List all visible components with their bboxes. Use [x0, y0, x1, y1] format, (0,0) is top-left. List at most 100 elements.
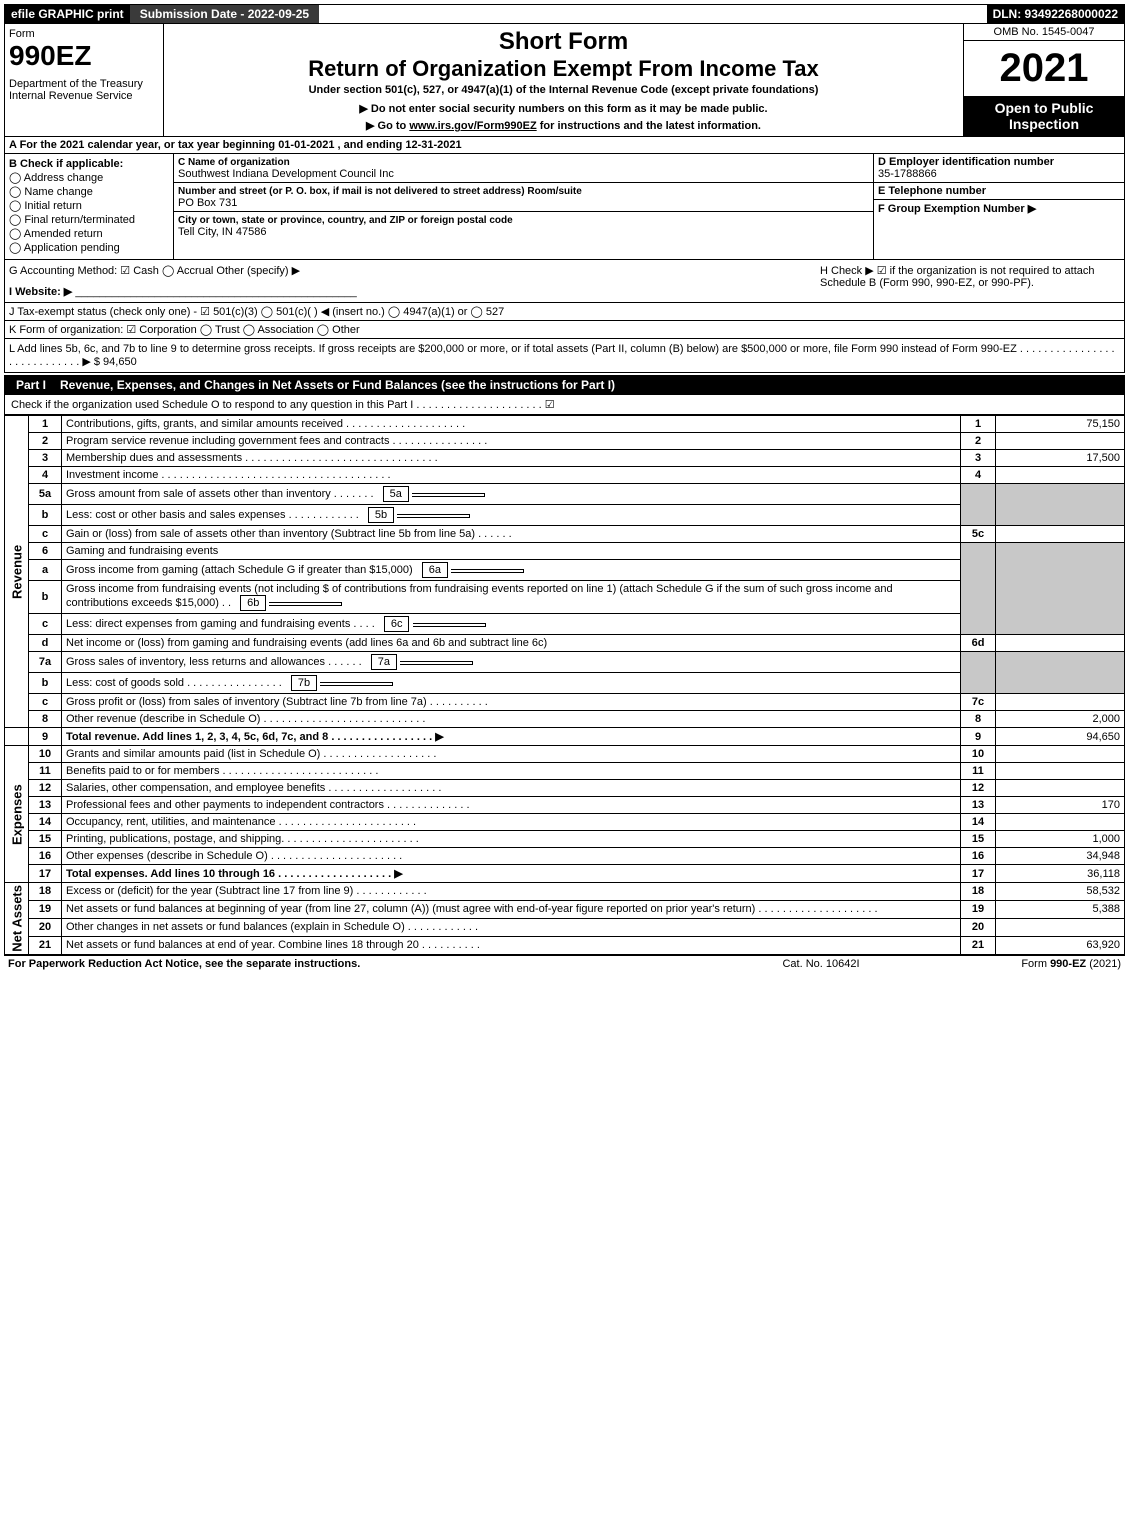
ln21-desc: Net assets or fund balances at end of ye…: [62, 936, 961, 954]
ln7c-rnum: 7c: [961, 694, 996, 711]
ln7b-num: b: [29, 673, 62, 694]
ln8-desc: Other revenue (describe in Schedule O) .…: [62, 711, 961, 728]
org-street: PO Box 731: [178, 197, 237, 209]
ln3-rnum: 3: [961, 450, 996, 467]
ln7a-num: 7a: [29, 652, 62, 673]
ln19-rnum: 19: [961, 900, 996, 918]
ln5b-desc: Less: cost or other basis and sales expe…: [62, 505, 961, 526]
ln5b-sub: 5b: [368, 507, 394, 523]
ln21-rnum: 21: [961, 936, 996, 954]
ln6b-desc: Gross income from fundraising events (no…: [62, 581, 961, 614]
subtitle-1: Under section 501(c), 527, or 4947(a)(1)…: [168, 84, 959, 96]
ln5a-num: 5a: [29, 484, 62, 505]
ln6a-sub: 6a: [422, 562, 448, 578]
subtitle-3: ▶ Go to www.irs.gov/Form990EZ for instru…: [168, 119, 959, 132]
ln11-desc: Benefits paid to or for members . . . . …: [62, 763, 961, 780]
ln20-num: 20: [29, 918, 62, 936]
ln14-desc: Occupancy, rent, utilities, and maintena…: [62, 814, 961, 831]
ln17-desc: Total expenses. Add lines 10 through 16 …: [62, 865, 961, 883]
footer-right: Form 990-EZ (2021): [921, 958, 1121, 970]
ln19-amt: 5,388: [996, 900, 1125, 918]
ln9-amt: 94,650: [996, 728, 1125, 746]
submission-date: Submission Date - 2022-09-25: [130, 5, 319, 23]
c-street-label: Number and street (or P. O. box, if mail…: [178, 186, 582, 197]
chk-amended-return[interactable]: ◯ Amended return: [9, 227, 169, 240]
ln2-num: 2: [29, 433, 62, 450]
ln11-num: 11: [29, 763, 62, 780]
ln13-desc: Professional fees and other payments to …: [62, 797, 961, 814]
ln19-num: 19: [29, 900, 62, 918]
chk-address-change[interactable]: ◯ Address change: [9, 171, 169, 184]
ln10-rnum: 10: [961, 746, 996, 763]
ln17-amt: 36,118: [996, 865, 1125, 883]
chk-name-change[interactable]: ◯ Name change: [9, 185, 169, 198]
part-1-check: Check if the organization used Schedule …: [4, 395, 1125, 415]
side-revenue: Revenue: [5, 416, 29, 728]
side-netassets: Net Assets: [5, 883, 29, 955]
g-accounting: G Accounting Method: ☑ Cash ◯ Accrual Ot…: [9, 264, 820, 277]
department: Department of the Treasury Internal Reve…: [9, 78, 159, 102]
ln6c-desc: Less: direct expenses from gaming and fu…: [62, 614, 961, 635]
l-value: 94,650: [103, 356, 137, 368]
grey-6-amt: [996, 543, 1125, 635]
ln6-desc: Gaming and fundraising events: [62, 543, 961, 560]
ln10-amt: [996, 746, 1125, 763]
h-check: H Check ▶ ☑ if the organization is not r…: [820, 264, 1120, 298]
ln12-desc: Salaries, other compensation, and employ…: [62, 780, 961, 797]
ln3-amt: 17,500: [996, 450, 1125, 467]
ln8-rnum: 8: [961, 711, 996, 728]
omb-number: OMB No. 1545-0047: [964, 24, 1124, 41]
ln5a-desc: Gross amount from sale of assets other t…: [62, 484, 961, 505]
footer-left: For Paperwork Reduction Act Notice, see …: [8, 958, 721, 970]
header-left: Form 990EZ Department of the Treasury In…: [5, 24, 164, 136]
tax-year: 2021: [964, 41, 1124, 96]
ln9-num: 9: [29, 728, 62, 746]
i-website: I Website: ▶ ___________________________…: [9, 285, 820, 298]
irs-link[interactable]: www.irs.gov/Form990EZ: [409, 120, 536, 132]
ln15-rnum: 15: [961, 831, 996, 848]
ln1-num: 1: [29, 416, 62, 433]
ln7b-desc: Less: cost of goods sold . . . . . . . .…: [62, 673, 961, 694]
org-city: Tell City, IN 47586: [178, 226, 266, 238]
ln21-num: 21: [29, 936, 62, 954]
ln16-rnum: 16: [961, 848, 996, 865]
footer: For Paperwork Reduction Act Notice, see …: [4, 955, 1125, 972]
c-name-label: C Name of organization: [178, 157, 290, 168]
chk-initial-return[interactable]: ◯ Initial return: [9, 199, 169, 212]
ln18-rnum: 18: [961, 883, 996, 901]
ln14-rnum: 14: [961, 814, 996, 831]
chk-application-pending[interactable]: ◯ Application pending: [9, 241, 169, 254]
ln2-amt: [996, 433, 1125, 450]
ln11-amt: [996, 763, 1125, 780]
ln6b-subval: [269, 602, 342, 606]
ln18-desc: Excess or (deficit) for the year (Subtra…: [62, 883, 961, 901]
ln7c-amt: [996, 694, 1125, 711]
ln18-num: 18: [29, 883, 62, 901]
grey-6: [961, 543, 996, 635]
ln7a-sub: 7a: [371, 654, 397, 670]
ln6a-desc: Gross income from gaming (attach Schedul…: [62, 560, 961, 581]
side-expenses: Expenses: [5, 746, 29, 883]
ln4-rnum: 4: [961, 467, 996, 484]
top-bar: efile GRAPHIC print Submission Date - 20…: [4, 4, 1125, 24]
ln6-num: 6: [29, 543, 62, 560]
ein: 35-1788866: [878, 168, 937, 180]
ln5c-num: c: [29, 526, 62, 543]
block-bcdef: B Check if applicable: ◯ Address change …: [4, 154, 1125, 260]
org-name: Southwest Indiana Development Council In…: [178, 168, 394, 180]
part-1-label: Part I: [10, 378, 52, 392]
footer-cat: Cat. No. 10642I: [721, 958, 921, 970]
ln11-rnum: 11: [961, 763, 996, 780]
short-form-title: Short Form: [168, 28, 959, 56]
f-label: F Group Exemption Number ▶: [878, 203, 1036, 215]
ln5a-subval: [412, 493, 485, 497]
ln6b-num: b: [29, 581, 62, 614]
section-b: B Check if applicable: ◯ Address change …: [5, 154, 174, 259]
grey-5: [961, 484, 996, 526]
ln16-desc: Other expenses (describe in Schedule O) …: [62, 848, 961, 865]
ln18-amt: 58,532: [996, 883, 1125, 901]
chk-final-return[interactable]: ◯ Final return/terminated: [9, 213, 169, 226]
b-label: B Check if applicable:: [9, 158, 123, 170]
ln20-desc: Other changes in net assets or fund bala…: [62, 918, 961, 936]
section-def: D Employer identification number 35-1788…: [873, 154, 1124, 259]
